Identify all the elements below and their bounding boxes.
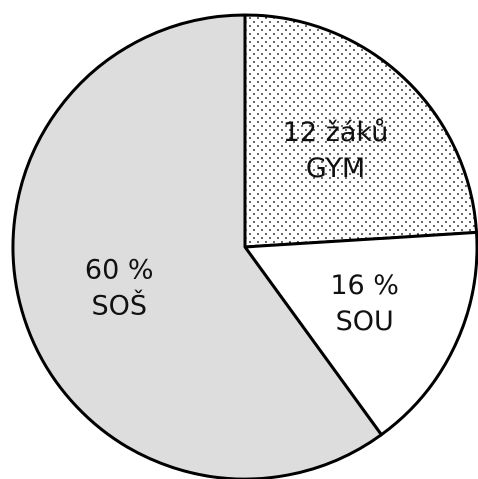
category-label: GYM	[306, 153, 365, 184]
value-label: 12 žáků	[283, 117, 389, 148]
value-label: 16 %	[330, 270, 399, 301]
value-label: 60 %	[85, 254, 154, 285]
category-label: SOU	[336, 306, 394, 337]
pie-slice	[11, 13, 383, 479]
pie-slice	[243, 13, 478, 249]
pie-slice	[243, 230, 478, 437]
category-label: SOŠ	[91, 289, 147, 321]
